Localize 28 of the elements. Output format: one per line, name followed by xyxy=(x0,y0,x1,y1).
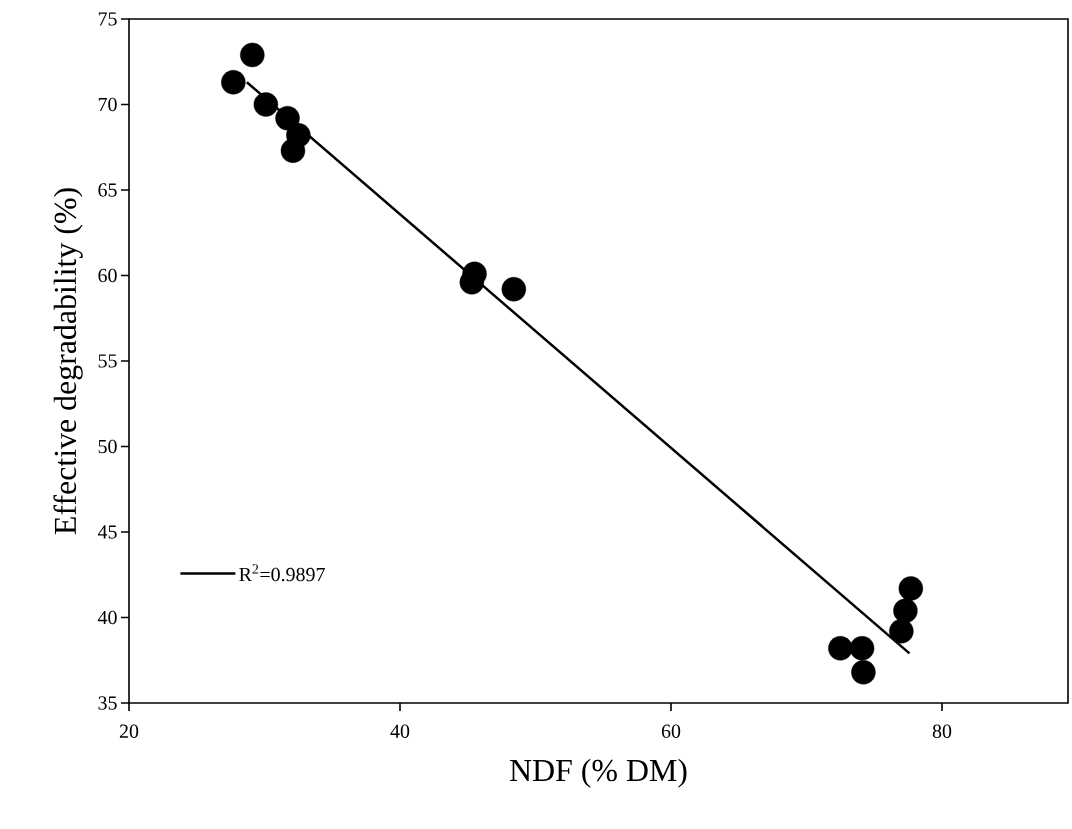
y-tick-label: 55 xyxy=(98,354,117,368)
x-tick-label: 20 xyxy=(119,724,139,738)
x-axis-title: NDF (% DM) xyxy=(509,758,687,788)
x-tick-label: 60 xyxy=(661,724,681,738)
point xyxy=(253,92,279,117)
y-tick-label: 75 xyxy=(98,12,117,26)
point xyxy=(240,42,265,68)
point xyxy=(221,70,246,95)
point xyxy=(889,618,914,644)
x-tick-label: 40 xyxy=(390,724,410,738)
legend-label: R$^{2}$=0.9897 xyxy=(239,564,325,582)
point xyxy=(851,660,876,685)
point xyxy=(828,636,853,661)
y-tick-label: 45 xyxy=(97,525,117,539)
y-tick-label: 40 xyxy=(97,610,117,625)
y-tick-label: 35 xyxy=(98,696,117,710)
y-tick-label: 50 xyxy=(98,439,117,454)
point xyxy=(849,636,875,661)
point xyxy=(275,105,300,131)
point xyxy=(280,138,306,163)
point xyxy=(898,576,924,601)
y-axis-title: Effective degradability (%) xyxy=(53,188,83,535)
point xyxy=(893,598,918,623)
point xyxy=(501,276,527,302)
y-tick-label: 65 xyxy=(98,183,117,197)
y-tick-label: 70 xyxy=(98,97,117,112)
y-tick-label: 60 xyxy=(98,268,117,283)
x-tick-label: 80 xyxy=(932,724,952,738)
